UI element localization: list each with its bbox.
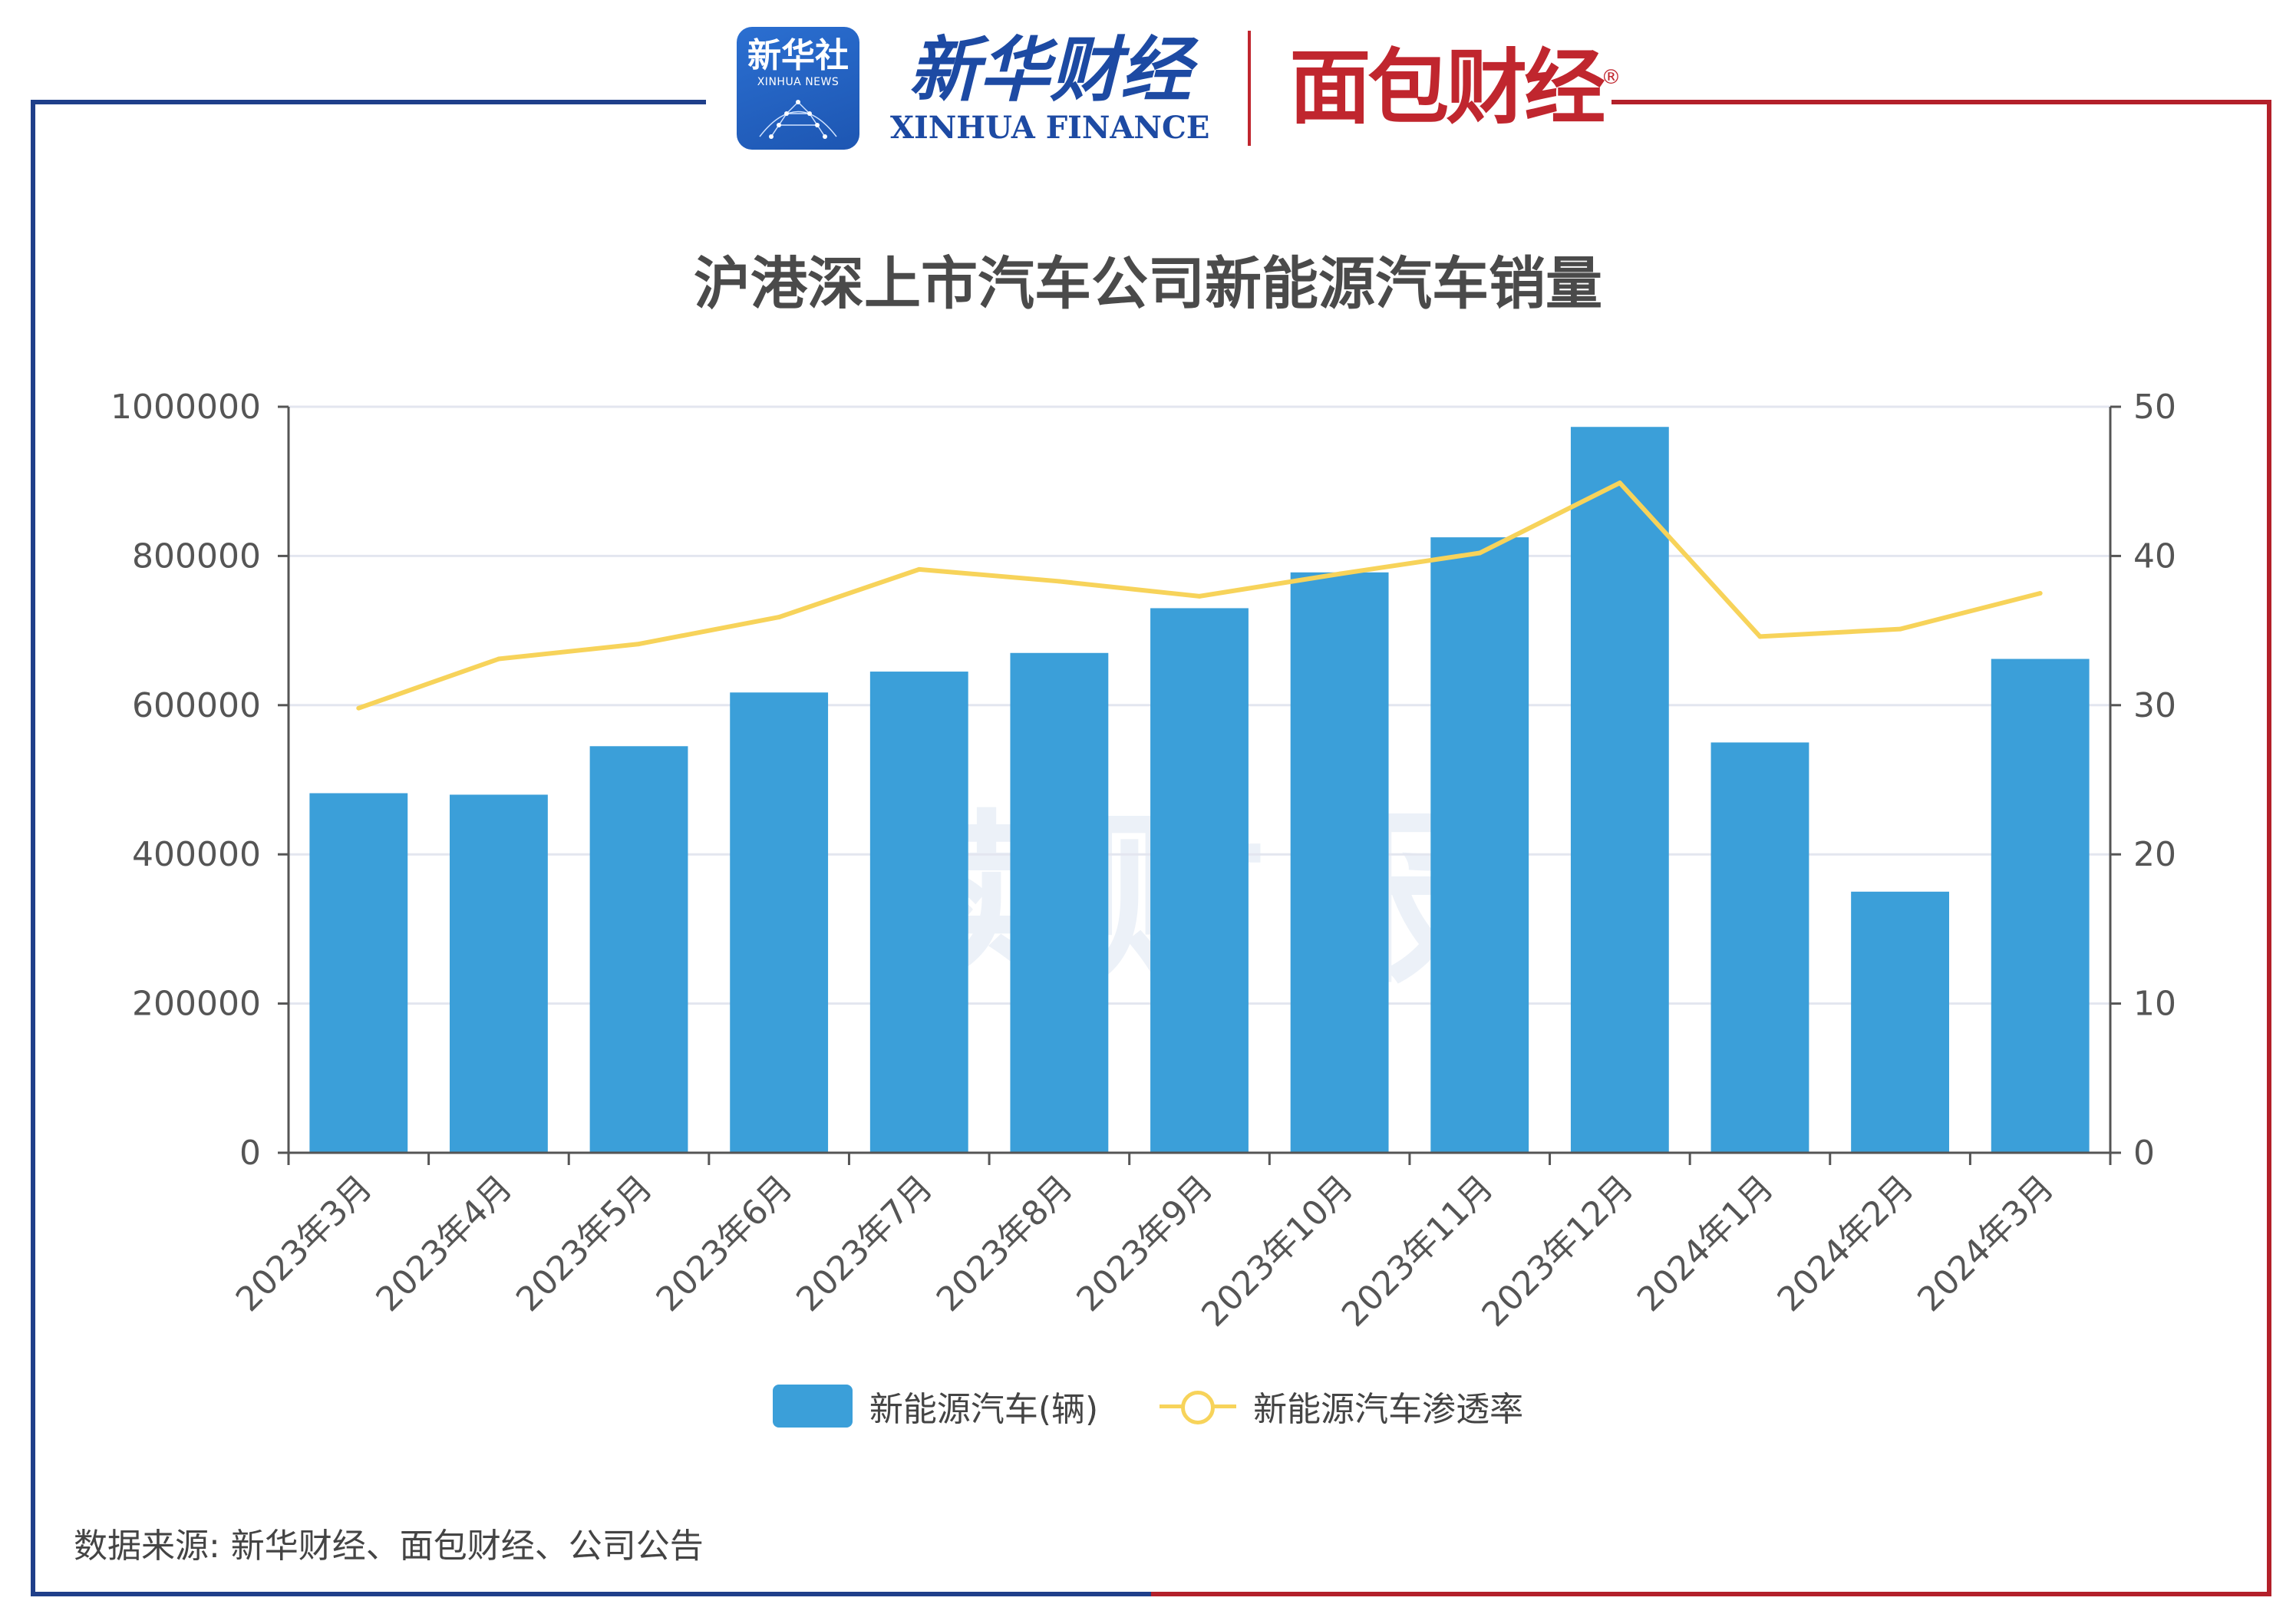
x-tick-label: 2023年3月 xyxy=(229,1168,380,1319)
right-tick-label: 0 xyxy=(2133,1134,2155,1173)
line-point xyxy=(636,642,642,647)
line-series xyxy=(356,480,2043,711)
bar xyxy=(1010,652,1109,1153)
left-axis-ticks: 0 200000 400000 600000 800000 1000000 xyxy=(111,388,289,1173)
line-point xyxy=(1757,634,1763,639)
bar-series xyxy=(309,427,2090,1153)
line-point xyxy=(777,615,782,620)
x-tick-label: 2023年9月 xyxy=(1070,1168,1221,1319)
legend-bar-swatch xyxy=(772,1385,853,1428)
mianbao-cn: 面包财经 xyxy=(1289,41,1605,135)
bar xyxy=(1991,659,2090,1153)
x-tick-label: 2023年10月 xyxy=(1194,1168,1361,1335)
line-point xyxy=(1057,579,1062,584)
mianbao-finance-logo: 面包财经 ® xyxy=(1289,46,1621,130)
xinhua-badge-en: XINHUA NEWS xyxy=(757,76,840,88)
brand-header: 新华社 XINHUA NEWS 新华财经 XINHUA FINANCE 面包财经… xyxy=(737,15,1621,161)
xinhua-badge-cn: 新华社 xyxy=(747,36,849,75)
line-point xyxy=(916,566,922,572)
xinhua-finance-cn: 新华财经 xyxy=(909,28,1192,111)
brand-divider xyxy=(1248,31,1252,146)
legend-bar-label: 新能源汽车(辆) xyxy=(869,1390,1099,1429)
frame-bottom-right xyxy=(1151,1592,2271,1596)
network-icon xyxy=(759,100,837,139)
bar xyxy=(1430,537,1529,1153)
bar xyxy=(1290,572,1389,1153)
frame-top-right xyxy=(1604,100,2271,104)
x-tick-label: 2024年2月 xyxy=(1770,1168,1922,1319)
frame-right xyxy=(2267,100,2271,1596)
x-tick-label: 2023年4月 xyxy=(368,1168,520,1319)
x-tick-label: 2024年3月 xyxy=(1910,1168,2061,1319)
left-tick-label: 200000 xyxy=(132,985,261,1024)
line-point xyxy=(496,656,501,662)
left-tick-label: 400000 xyxy=(132,835,261,874)
frame-left xyxy=(31,100,35,1596)
x-tick-label: 2023年12月 xyxy=(1475,1168,1641,1335)
left-tick-label: 0 xyxy=(239,1134,261,1173)
right-tick-label: 50 xyxy=(2133,388,2176,427)
left-tick-label: 1000000 xyxy=(111,388,261,427)
x-axis-ticks: 2023年3月2023年4月2023年5月2023年6月2023年7月2023年… xyxy=(229,1153,2112,1335)
axes xyxy=(287,407,2112,1154)
left-tick-label: 800000 xyxy=(132,536,261,576)
bar xyxy=(869,672,968,1153)
line-point xyxy=(1337,571,1342,576)
right-tick-label: 40 xyxy=(2133,536,2176,576)
bar xyxy=(450,794,548,1153)
legend-item-line[interactable]: 新能源汽车渗透率 xyxy=(1160,1381,1523,1431)
registered-mark: ® xyxy=(1601,66,1621,89)
left-tick-label: 600000 xyxy=(132,686,261,725)
x-tick-label: 2023年7月 xyxy=(789,1168,940,1319)
legend-line-swatch xyxy=(1160,1385,1237,1428)
bar xyxy=(730,692,829,1153)
bar xyxy=(1851,891,1949,1153)
x-tick-label: 2024年1月 xyxy=(1630,1168,1781,1319)
bar xyxy=(309,793,408,1153)
x-tick-label: 2023年5月 xyxy=(509,1168,660,1319)
bar xyxy=(1710,742,1809,1153)
legend: 新能源汽车(辆) 新能源汽车渗透率 xyxy=(0,1381,2296,1431)
right-tick-label: 30 xyxy=(2133,686,2176,725)
line-point xyxy=(2037,591,2043,596)
right-tick-label: 20 xyxy=(2133,835,2176,874)
bar xyxy=(589,746,688,1153)
line-point xyxy=(356,705,361,711)
legend-item-bar[interactable]: 新能源汽车(辆) xyxy=(772,1381,1099,1431)
bar xyxy=(1570,427,1669,1153)
frame-top-left xyxy=(31,100,706,104)
x-tick-label: 2023年8月 xyxy=(929,1168,1080,1319)
x-tick-label: 2023年11月 xyxy=(1334,1168,1501,1335)
data-source: 数据来源: 新华财经、面包财经、公司公告 xyxy=(74,1527,704,1566)
line-point xyxy=(1617,480,1622,486)
x-tick-label: 2023年6月 xyxy=(649,1168,800,1319)
line-point xyxy=(1197,593,1202,599)
xinhua-finance-en: XINHUA FINANCE xyxy=(890,110,1210,146)
right-axis-ticks: 0 10 20 30 40 50 xyxy=(2110,388,2176,1173)
frame-bottom-left xyxy=(31,1592,1151,1596)
xinhua-news-logo: 新华社 XINHUA NEWS xyxy=(737,27,859,150)
bar xyxy=(1150,608,1249,1153)
chart-title: 沪港深上市汽车公司新能源汽车销量 xyxy=(694,251,1602,317)
xinhua-finance-logo: 新华财经 XINHUA FINANCE xyxy=(890,31,1209,145)
legend-line-label: 新能源汽车渗透率 xyxy=(1253,1390,1524,1429)
right-tick-label: 10 xyxy=(2133,985,2176,1024)
line-point xyxy=(1898,626,1903,632)
line-point xyxy=(1477,550,1483,556)
